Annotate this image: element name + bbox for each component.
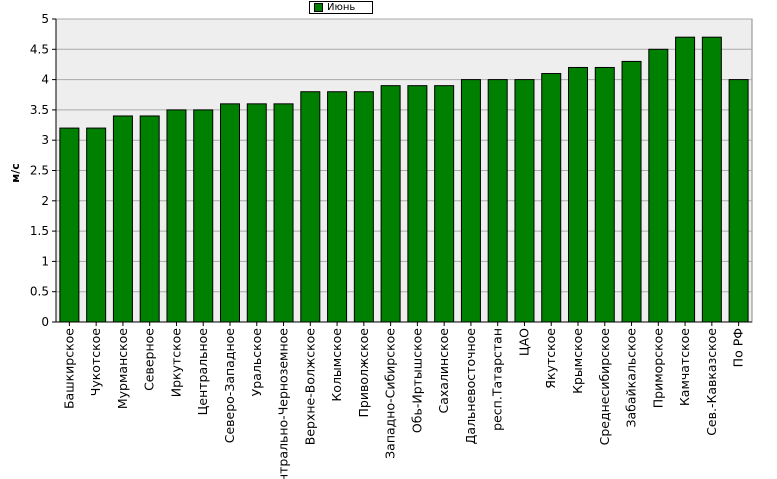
x-tick-label: Башкирское bbox=[61, 328, 76, 409]
bar bbox=[728, 79, 749, 323]
bar bbox=[193, 109, 214, 323]
x-tick-label: Центрально-Черноземное bbox=[276, 328, 291, 479]
x-tick-label: Камчатское bbox=[677, 328, 692, 406]
y-tick-label: 0 bbox=[41, 315, 49, 329]
bar bbox=[139, 115, 160, 323]
x-tick-label: Сев.-Кавказское bbox=[704, 328, 719, 436]
x-tick-label: Центральное bbox=[195, 328, 210, 416]
y-tick-label: 4 bbox=[41, 73, 49, 87]
bar bbox=[86, 127, 107, 323]
x-tick-label: Среднесибирское bbox=[597, 328, 612, 446]
y-tick-label: 2.5 bbox=[30, 164, 49, 178]
x-tick-label: Чукотское bbox=[88, 328, 103, 397]
y-tick-label: 5 bbox=[41, 12, 49, 26]
legend-label: Июнь bbox=[327, 2, 356, 13]
bar bbox=[246, 103, 267, 323]
y-tick-label: 2 bbox=[41, 194, 49, 208]
bar bbox=[514, 79, 535, 323]
x-tick-label: Северное bbox=[142, 328, 157, 391]
y-tick-label: 4.5 bbox=[30, 42, 49, 56]
x-tick-label: По РФ bbox=[731, 328, 746, 368]
bar bbox=[541, 73, 562, 323]
bar bbox=[621, 60, 642, 323]
x-tick-label: Верхне-Волжское bbox=[302, 328, 317, 446]
bar bbox=[407, 85, 428, 323]
x-tick-label: Приморское bbox=[650, 328, 665, 409]
x-tick-label: Дальневосточное bbox=[463, 328, 478, 445]
bar bbox=[434, 85, 455, 323]
y-axis-ticks: 0 0.5 1 1.5 2 2.5 3 3.5 4 4.5 5 bbox=[30, 12, 56, 329]
bar bbox=[701, 36, 722, 323]
bar bbox=[487, 79, 508, 323]
bar bbox=[300, 91, 321, 323]
x-tick-label: Обь-Иртышское bbox=[409, 328, 424, 433]
bar bbox=[59, 127, 80, 323]
legend-swatch bbox=[314, 3, 323, 12]
bar bbox=[327, 91, 348, 323]
x-tick-label: Приволжское bbox=[356, 328, 371, 418]
bar bbox=[273, 103, 294, 323]
y-tick-label: 3 bbox=[41, 133, 49, 147]
x-tick-label: Мурманское bbox=[115, 328, 130, 409]
bar bbox=[594, 66, 615, 323]
x-tick-label: Колымское bbox=[329, 328, 344, 402]
x-tick-label: Сахалинское bbox=[436, 328, 451, 414]
x-tick-label: ЦАО bbox=[516, 328, 531, 356]
legend: Июнь bbox=[309, 1, 373, 14]
x-tick-label: Северо-Западное bbox=[222, 328, 237, 444]
bar bbox=[166, 109, 187, 323]
y-axis-label: м/с bbox=[8, 163, 22, 183]
bar bbox=[353, 91, 374, 323]
bar bbox=[568, 66, 588, 323]
bar bbox=[648, 48, 669, 323]
x-tick-label: Иркутское bbox=[168, 328, 183, 398]
x-tick-label: Уральское bbox=[249, 328, 264, 397]
x-tick-label: респ.Татарстан bbox=[490, 328, 505, 431]
x-tick-label: Западно-Сибирское bbox=[383, 328, 398, 459]
y-tick-label: 1 bbox=[41, 254, 49, 268]
bar bbox=[460, 79, 481, 323]
y-tick-label: 0.5 bbox=[30, 285, 49, 299]
bar bbox=[380, 85, 401, 323]
x-tick-label: Крымское bbox=[570, 328, 585, 394]
x-axis-ticks: Башкирское Чукотское Мурманское Северное Ирк… bbox=[61, 322, 746, 479]
bar bbox=[675, 36, 696, 323]
bars bbox=[59, 36, 749, 323]
bar bbox=[112, 115, 133, 323]
y-tick-label: 1.5 bbox=[30, 224, 49, 238]
y-tick-label: 3.5 bbox=[30, 103, 49, 117]
x-tick-label: Якутское bbox=[543, 328, 558, 389]
x-tick-label: Забайкальское bbox=[624, 328, 639, 428]
bar bbox=[220, 103, 240, 323]
